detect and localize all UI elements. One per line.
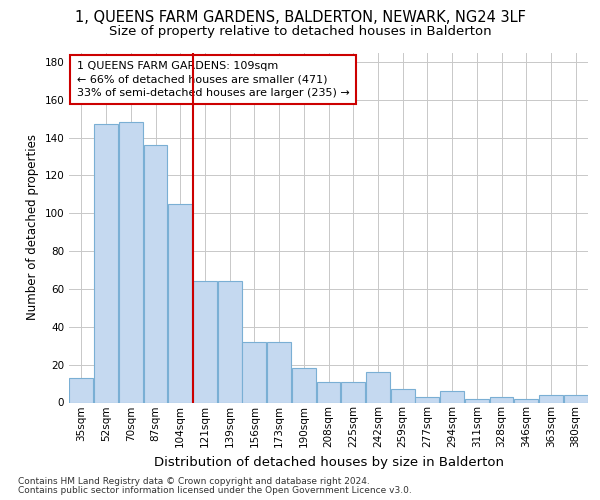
Bar: [391, 390, 415, 402]
Bar: [218, 282, 242, 403]
Bar: [415, 397, 439, 402]
Text: Contains public sector information licensed under the Open Government Licence v3: Contains public sector information licen…: [18, 486, 412, 495]
Bar: [440, 391, 464, 402]
Bar: [341, 382, 365, 402]
Bar: [267, 342, 291, 402]
Bar: [168, 204, 192, 402]
Bar: [143, 145, 167, 403]
Bar: [317, 382, 340, 402]
Bar: [465, 398, 489, 402]
Bar: [94, 124, 118, 402]
Bar: [563, 395, 587, 402]
X-axis label: Distribution of detached houses by size in Balderton: Distribution of detached houses by size …: [154, 456, 503, 468]
Bar: [119, 122, 143, 402]
Bar: [292, 368, 316, 402]
Bar: [242, 342, 266, 402]
Text: Size of property relative to detached houses in Balderton: Size of property relative to detached ho…: [109, 25, 491, 38]
Bar: [539, 395, 563, 402]
Text: 1, QUEENS FARM GARDENS, BALDERTON, NEWARK, NG24 3LF: 1, QUEENS FARM GARDENS, BALDERTON, NEWAR…: [74, 10, 526, 26]
Y-axis label: Number of detached properties: Number of detached properties: [26, 134, 39, 320]
Bar: [490, 397, 514, 402]
Bar: [70, 378, 94, 402]
Text: 1 QUEENS FARM GARDENS: 109sqm
← 66% of detached houses are smaller (471)
33% of : 1 QUEENS FARM GARDENS: 109sqm ← 66% of d…: [77, 61, 350, 98]
Text: Contains HM Land Registry data © Crown copyright and database right 2024.: Contains HM Land Registry data © Crown c…: [18, 477, 370, 486]
Bar: [193, 282, 217, 403]
Bar: [366, 372, 390, 402]
Bar: [514, 398, 538, 402]
